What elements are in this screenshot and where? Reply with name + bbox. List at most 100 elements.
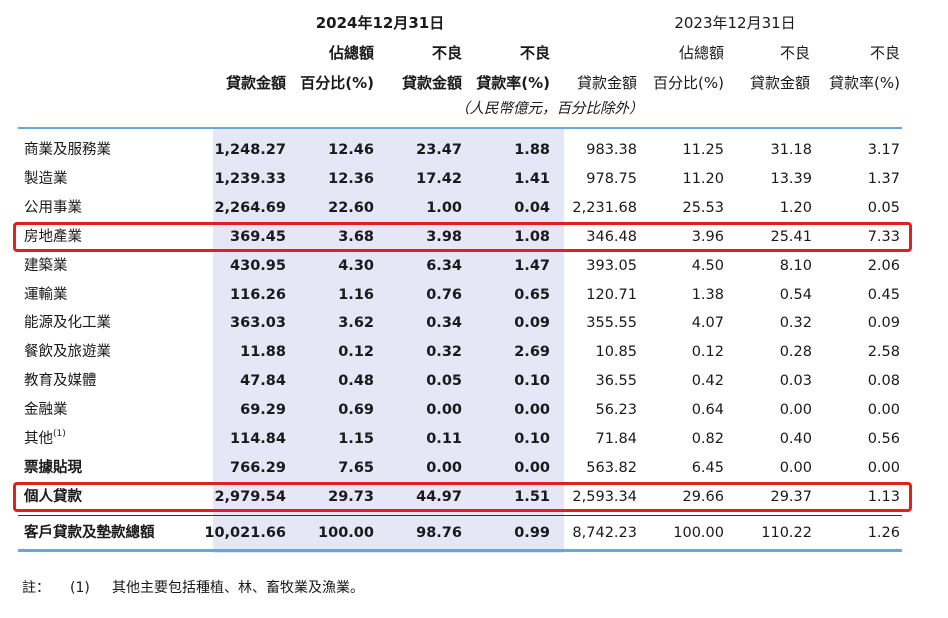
header-2024-loan-amount: 貸款金額 (225, 74, 286, 92)
table-cell: 1.37 (867, 170, 900, 187)
row-label: 其他(1) (24, 429, 66, 447)
table-cell: 1.41 (514, 170, 550, 187)
table-cell: 0.00 (779, 459, 812, 476)
table-cell: 100.00 (673, 525, 724, 541)
table-cell: 0.05 (867, 199, 900, 216)
table-row: 票據貼現 766.29 7.65 0.00 0.00 563.82 6.45 0.00 0.00 (18, 454, 902, 483)
total-row: 客戶貸款及墊款總額 10,021.66 100.00 98.76 0.99 8,742.2… (18, 519, 902, 548)
table-cell: 0.03 (779, 373, 812, 390)
table-row: 金融業 69.29 0.69 0.00 0.00 56.23 0.64 0.00 0.00 (18, 396, 902, 425)
table-cell: 120.71 (586, 286, 637, 303)
table-cell: 98.76 (416, 525, 462, 541)
table-cell: 0.54 (779, 286, 812, 303)
header-2023-loan-amount: 貸款金額 (576, 74, 637, 92)
table-cell: 7.65 (338, 459, 374, 476)
header-2023-npl-ratio-line1: 不良 (869, 44, 900, 62)
table-cell: 69.29 (240, 402, 286, 419)
table-cell: 0.64 (691, 402, 724, 419)
header-2024-npl-line1: 不良 (431, 44, 462, 62)
table-cell: 2.58 (867, 344, 900, 361)
table-cell: 1.15 (338, 431, 374, 447)
table-cell: 1.47 (514, 257, 550, 274)
header-2024-pct-line1: 佔總額 (328, 44, 374, 62)
table-cell: 29.73 (328, 488, 374, 505)
table-cell: 4.50 (691, 257, 724, 274)
table-cell: 0.00 (779, 402, 812, 419)
table-cell: 2,979.54 (214, 488, 286, 505)
table-cell: 25.41 (770, 228, 812, 245)
table-cell: 1.16 (338, 286, 374, 303)
table-cell: 3.68 (338, 228, 374, 245)
table-cell: 29.66 (682, 488, 724, 505)
table-row: 其他(1) 114.84 1.15 0.11 0.10 71.84 0.82 0.40 0.56 (18, 425, 902, 454)
table-cell: 29.37 (770, 488, 812, 505)
table-cell: 71.84 (595, 431, 637, 447)
table-cell: 369.45 (230, 228, 286, 245)
row-label: 餐飲及旅遊業 (24, 344, 111, 361)
table-cell: 0.10 (514, 373, 550, 390)
table-cell: 0.28 (779, 344, 812, 361)
table-cell: 1,248.27 (214, 142, 286, 158)
highlight-box (13, 221, 912, 252)
footnote-marker-other: (1) (53, 429, 66, 440)
table-cell: 0.34 (426, 315, 462, 332)
bottom-rule (18, 549, 902, 552)
table-cell: 1.51 (514, 488, 550, 505)
table-cell: 114.84 (230, 431, 286, 447)
table-cell: 393.05 (586, 257, 637, 274)
row-label: 個人貸款 (24, 488, 82, 505)
row-label: 能源及化工業 (24, 315, 111, 332)
table-cell: 12.36 (328, 170, 374, 187)
table-cell: 0.09 (514, 315, 550, 332)
table-cell: 11.88 (240, 344, 286, 361)
table-cell: 2,264.69 (214, 199, 286, 216)
row-label: 票據貼現 (24, 459, 82, 476)
highlight-box (13, 481, 912, 512)
table-cell: 4.30 (338, 257, 374, 274)
table-cell: 355.55 (586, 315, 637, 332)
table-cell: 116.26 (230, 286, 286, 303)
header-2023-npl-ratio-line2: 貸款率(%) (829, 74, 900, 92)
header-2023-npl-line1: 不良 (779, 44, 810, 62)
row-label: 製造業 (24, 170, 68, 187)
table-cell: 0.12 (338, 344, 374, 361)
table-cell: 1.20 (779, 199, 812, 216)
table-cell: 0.00 (426, 402, 462, 419)
table-row: 能源及化工業 363.03 3.62 0.34 0.09 355.55 4.07 0.32 0.… (18, 309, 902, 338)
table-cell: 8.10 (779, 257, 812, 274)
table-cell: 36.55 (595, 373, 637, 390)
header-2024-npl-ratio-line1: 不良 (519, 44, 550, 62)
footnote-prefix: 註： (22, 580, 50, 596)
table-cell: 0.32 (426, 344, 462, 361)
header-2023-pct-line2: 百分比(%) (653, 74, 724, 92)
table-cell: 17.42 (416, 170, 462, 187)
total-separator-rule (18, 515, 902, 516)
table-cell: 0.69 (338, 402, 374, 419)
table-cell: 0.76 (426, 286, 462, 303)
table-cell: 0.32 (779, 315, 812, 332)
table-cell: 0.11 (426, 431, 462, 447)
table-cell: 2,593.34 (572, 488, 637, 505)
table-cell: 1.88 (514, 142, 550, 158)
table-cell: 563.82 (586, 459, 637, 476)
row-label: 公用事業 (24, 199, 82, 216)
table-cell: 0.08 (867, 373, 900, 390)
table-cell: 0.00 (514, 459, 550, 476)
table-cell: 0.40 (779, 431, 812, 447)
table-row: 房地產業 369.45 3.68 3.98 1.08 346.48 3.96 25.41 7.3… (18, 223, 902, 252)
table-row: 個人貸款 2,979.54 29.73 44.97 1.51 2,593.34 29.66 2… (18, 483, 902, 512)
table-cell: 0.45 (867, 286, 900, 303)
footnote-marker: (1) (70, 580, 90, 596)
row-label: 金融業 (24, 402, 68, 419)
table-cell: 47.84 (240, 373, 286, 390)
table-cell: 363.03 (230, 315, 286, 332)
footnote-text: 其他主要包括種植、林、畜牧業及漁業。 (112, 580, 364, 596)
header-2023-npl-line2: 貸款金額 (749, 74, 810, 92)
table-cell: 1,239.33 (214, 170, 286, 187)
table-cell: 346.48 (586, 228, 637, 245)
row-label: 客戶貸款及墊款總額 (24, 525, 155, 541)
table-cell: 11.20 (682, 170, 724, 187)
table-cell: 100.00 (318, 525, 374, 541)
table-cell: 1.08 (514, 228, 550, 245)
table-cell: 0.48 (338, 373, 374, 390)
